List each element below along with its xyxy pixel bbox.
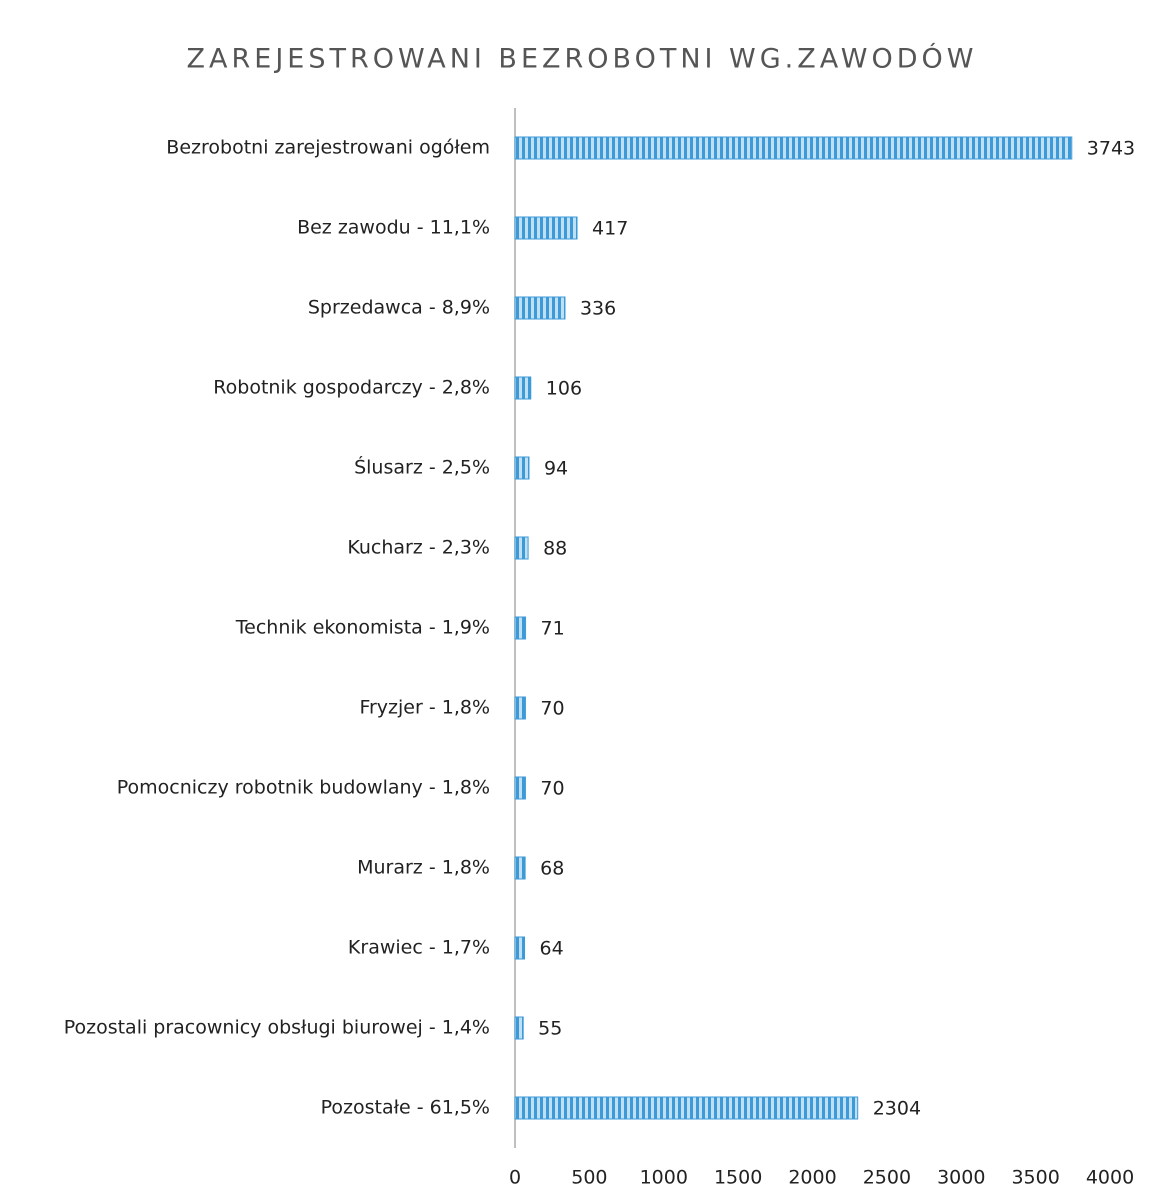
bar — [514, 376, 532, 400]
data-label: 68 — [540, 858, 564, 880]
data-label: 70 — [540, 778, 564, 800]
bar — [514, 136, 1073, 160]
chart-title: ZAREJESTROWANI BEZROBOTNI WG.ZAWODÓW — [187, 43, 978, 75]
x-tick-label: 1500 — [714, 1167, 762, 1189]
y-tick-label: Sprzedawca - 8,9% — [308, 297, 490, 319]
bar — [514, 856, 526, 880]
bar — [514, 776, 526, 800]
y-tick-label: Murarz - 1,8% — [357, 857, 490, 879]
x-tick-label: 3500 — [1011, 1167, 1059, 1189]
y-tick-label: Technik ekonomista - 1,9% — [235, 617, 490, 639]
x-tick-label: 3000 — [937, 1167, 985, 1189]
data-label: 417 — [592, 218, 628, 240]
data-label: 3743 — [1087, 138, 1135, 160]
data-label: 55 — [538, 1018, 562, 1040]
y-tick-label: Pozostali pracownicy obsługi biurowej - … — [64, 1017, 490, 1039]
data-label: 88 — [543, 538, 567, 560]
bar — [514, 696, 526, 720]
bar — [514, 456, 530, 480]
y-tick-label: Pomocniczy robotnik budowlany - 1,8% — [117, 777, 490, 799]
data-label: 336 — [580, 298, 616, 320]
bar — [514, 216, 578, 240]
data-label: 106 — [546, 378, 582, 400]
x-tick-label: 500 — [571, 1167, 607, 1189]
y-tick-label: Bez zawodu - 11,1% — [297, 217, 490, 239]
y-tick-label: Robotnik gospodarczy - 2,8% — [213, 377, 490, 399]
y-tick-label: Kucharz - 2,3% — [347, 537, 490, 559]
data-label: 94 — [544, 458, 568, 480]
data-label: 64 — [540, 938, 564, 960]
data-label: 71 — [541, 618, 565, 640]
x-tick-label: 4000 — [1086, 1167, 1134, 1189]
data-label: 2304 — [873, 1098, 921, 1120]
x-tick-label: 2000 — [788, 1167, 836, 1189]
data-label: 70 — [540, 698, 564, 720]
y-tick-label: Pozostałe - 61,5% — [321, 1097, 490, 1119]
y-tick-label: Bezrobotni zarejestrowani ogółem — [166, 137, 490, 159]
x-tick-label: 2500 — [863, 1167, 911, 1189]
x-tick-label: 1000 — [640, 1167, 688, 1189]
bar — [514, 1096, 859, 1120]
bar — [514, 936, 526, 960]
y-tick-label: Fryzjer - 1,8% — [359, 697, 490, 719]
bar — [514, 296, 566, 320]
bar — [514, 616, 527, 640]
bar — [514, 536, 529, 560]
y-tick-label: Krawiec - 1,7% — [348, 937, 490, 959]
x-tick-label: 0 — [509, 1167, 521, 1189]
y-tick-label: Ślusarz - 2,5% — [354, 455, 490, 479]
bar — [514, 1016, 524, 1040]
